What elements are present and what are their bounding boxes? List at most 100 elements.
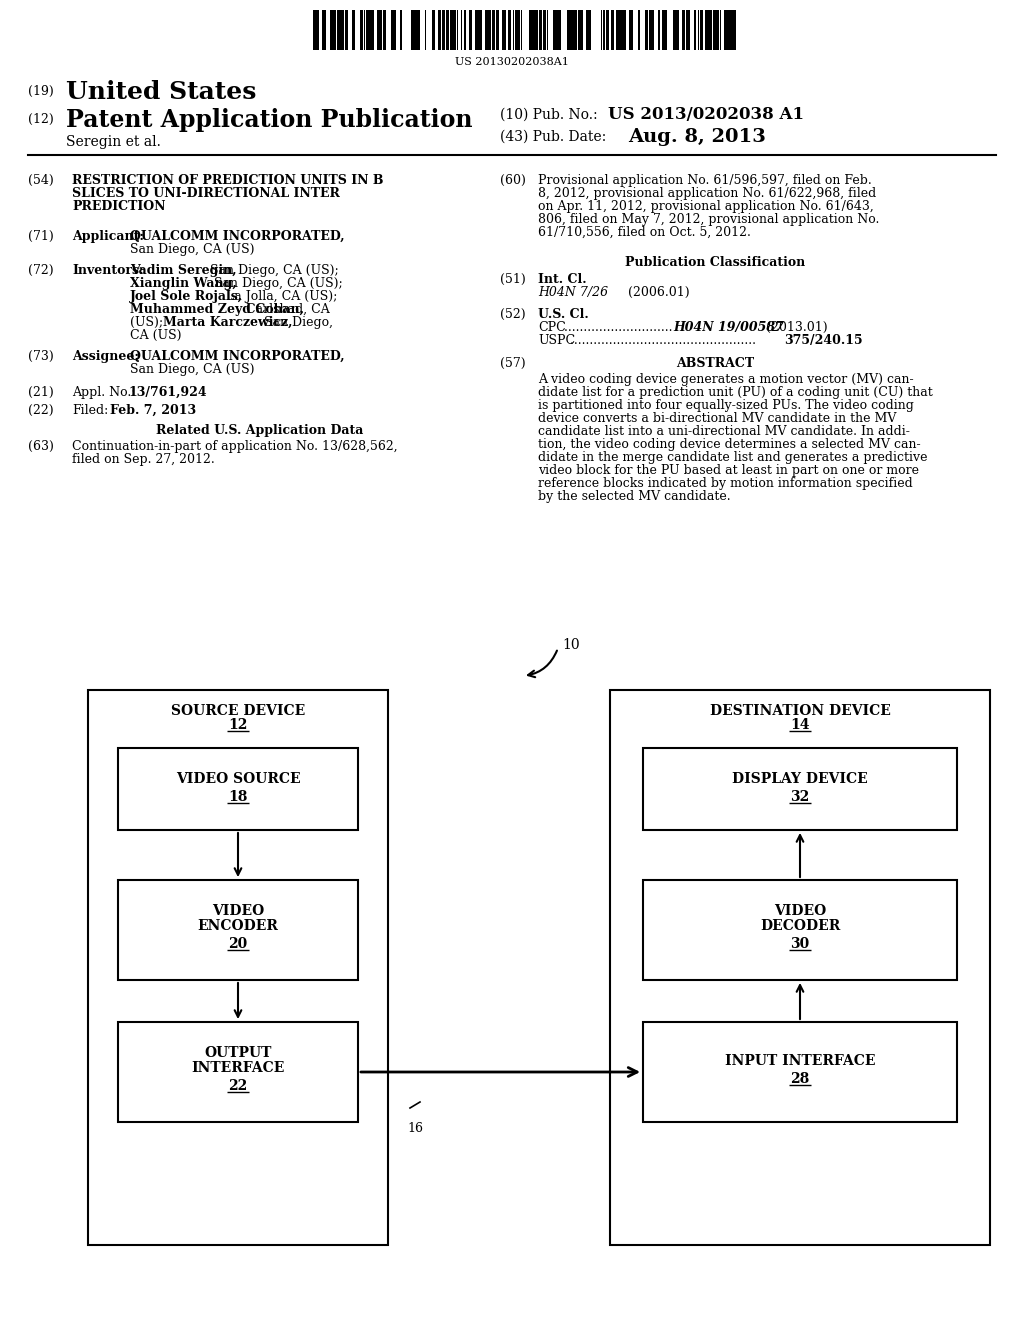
Text: 375/240.15: 375/240.15 [784, 334, 862, 347]
Bar [479, 11, 482, 50]
Bar [654, 11, 656, 50]
Bar [483, 11, 485, 50]
Bar [349, 11, 352, 50]
Bar [446, 11, 449, 50]
Bar [708, 11, 711, 50]
Text: VIDEO SOURCE: VIDEO SOURCE [176, 772, 300, 785]
Text: H04N 19/00587: H04N 19/00587 [673, 321, 784, 334]
Text: Seregin et al.: Seregin et al. [66, 135, 161, 149]
Bar [118, 1022, 358, 1122]
Bar [322, 11, 325, 50]
Bar [472, 11, 475, 50]
Text: (2006.01): (2006.01) [628, 286, 689, 300]
Bar [658, 11, 660, 50]
Text: Inventors:: Inventors: [72, 264, 143, 277]
Bar [366, 11, 369, 50]
Text: candidate list into a uni-directional MV candidate. In addi-: candidate list into a uni-directional MV… [538, 425, 910, 438]
Bar [557, 11, 559, 50]
Bar [386, 11, 389, 50]
Bar [429, 11, 432, 50]
Bar [464, 11, 466, 50]
Text: Int. Cl.: Int. Cl. [538, 273, 587, 286]
Text: Publication Classification: Publication Classification [625, 256, 805, 269]
Text: Muhammed Zeyd Coban,: Muhammed Zeyd Coban, [130, 304, 304, 315]
Bar [571, 11, 573, 50]
Bar [638, 11, 640, 50]
Bar [734, 11, 736, 50]
Bar [569, 11, 571, 50]
Text: reference blocks indicated by motion information specified: reference blocks indicated by motion inf… [538, 477, 912, 490]
Bar [550, 11, 553, 50]
Text: 30: 30 [791, 937, 810, 950]
Text: RESTRICTION OF PREDICTION UNITS IN B: RESTRICTION OF PREDICTION UNITS IN B [72, 174, 384, 187]
Bar [492, 11, 495, 50]
Bar [416, 11, 419, 50]
Bar [466, 11, 469, 50]
Bar [610, 690, 990, 1245]
Bar [598, 11, 600, 50]
Text: (54): (54) [28, 174, 53, 187]
Text: tion, the video coding device determines a selected MV can-: tion, the video coding device determines… [538, 438, 921, 451]
Bar [389, 11, 391, 50]
Bar [559, 11, 561, 50]
Text: San Diego, CA (US);: San Diego, CA (US); [210, 277, 343, 290]
Text: Provisional application No. 61/596,597, filed on Feb.: Provisional application No. 61/596,597, … [538, 174, 871, 187]
Text: SOURCE DEVICE: SOURCE DEVICE [171, 704, 305, 718]
Bar [642, 11, 644, 50]
Bar [606, 11, 609, 50]
Text: Feb. 7, 2013: Feb. 7, 2013 [110, 404, 197, 417]
Bar [432, 11, 435, 50]
Bar [402, 11, 404, 50]
Bar [499, 11, 502, 50]
Bar [423, 11, 425, 50]
Text: (71): (71) [28, 230, 53, 243]
Bar [118, 748, 358, 830]
Bar [643, 748, 957, 830]
Text: is partitioned into four equally-sized PUs. The video coding: is partitioned into four equally-sized P… [538, 399, 913, 412]
Bar [714, 11, 716, 50]
Bar [534, 11, 535, 50]
Text: SLICES TO UNI-DIRECTIONAL INTER: SLICES TO UNI-DIRECTIONAL INTER [72, 187, 340, 201]
Text: INTERFACE: INTERFACE [191, 1061, 285, 1074]
Text: (63): (63) [28, 440, 54, 453]
Bar [562, 11, 565, 50]
Bar [360, 11, 362, 50]
Bar [716, 11, 719, 50]
Bar [414, 11, 416, 50]
Text: Vadim Seregin,: Vadim Seregin, [130, 264, 237, 277]
Text: QUALCOMM INCORPORATED,: QUALCOMM INCORPORATED, [130, 230, 345, 243]
Bar [310, 11, 313, 50]
Bar [346, 11, 348, 50]
Bar [394, 11, 396, 50]
Bar [404, 11, 407, 50]
Text: VIDEO: VIDEO [212, 904, 264, 917]
Bar [469, 11, 471, 50]
Text: 28: 28 [791, 1072, 810, 1086]
Text: (51): (51) [500, 273, 525, 286]
Bar [333, 11, 336, 50]
Bar [614, 11, 616, 50]
Text: CPC: CPC [538, 321, 565, 334]
Text: ENCODER: ENCODER [198, 919, 279, 933]
Text: (57): (57) [500, 356, 525, 370]
Text: PREDICTION: PREDICTION [72, 201, 166, 213]
Bar [442, 11, 445, 50]
Bar [330, 11, 333, 50]
Text: US 2013/0202038 A1: US 2013/0202038 A1 [608, 106, 804, 123]
Text: Marta Karczewicz,: Marta Karczewicz, [163, 315, 293, 329]
Text: 12: 12 [228, 718, 248, 733]
Text: ............................: ............................ [560, 321, 673, 334]
Bar [496, 11, 499, 50]
Text: (43) Pub. Date:: (43) Pub. Date: [500, 129, 606, 144]
Text: OUTPUT: OUTPUT [205, 1045, 271, 1060]
Bar [327, 11, 330, 50]
Text: ABSTRACT: ABSTRACT [676, 356, 754, 370]
Bar [578, 11, 580, 50]
Text: (73): (73) [28, 350, 53, 363]
Bar [565, 11, 567, 50]
Bar [341, 11, 344, 50]
Bar [391, 11, 394, 50]
Text: (60): (60) [500, 174, 526, 187]
Bar [643, 1022, 957, 1122]
Text: CA (US): CA (US) [130, 329, 181, 342]
